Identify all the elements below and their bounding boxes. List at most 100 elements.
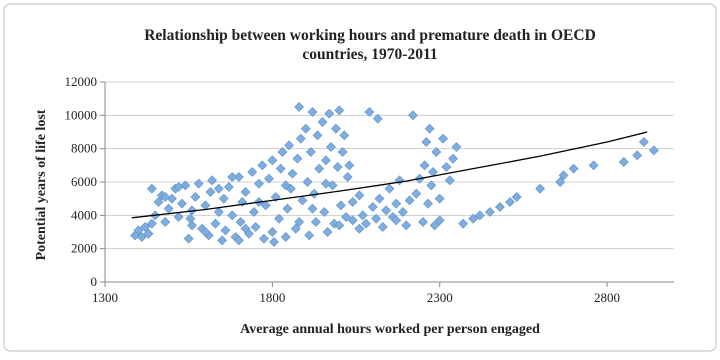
point (367, 202, 378, 212)
point (290, 223, 301, 234)
point (347, 197, 358, 207)
point (205, 187, 216, 197)
point (404, 195, 415, 206)
point (588, 160, 599, 171)
point (354, 223, 365, 234)
point (267, 155, 278, 166)
point (322, 227, 333, 237)
point (374, 193, 385, 204)
point (418, 217, 428, 227)
point (153, 197, 164, 207)
point (136, 232, 147, 242)
point (429, 220, 440, 231)
point (140, 222, 151, 232)
point (294, 217, 305, 227)
point (207, 175, 218, 186)
point (160, 217, 171, 227)
point (267, 227, 278, 237)
point (287, 168, 298, 179)
point (408, 110, 418, 121)
chart-frame (3, 3, 717, 352)
point (451, 142, 462, 152)
point (377, 222, 388, 232)
point (320, 155, 331, 166)
point (173, 212, 184, 222)
point (458, 218, 469, 229)
y-tick-label: 6000 (71, 174, 97, 189)
point (284, 140, 295, 151)
point (233, 172, 244, 182)
x-tick-label: 1800 (259, 290, 285, 305)
y-tick-label: 12000 (65, 74, 98, 89)
x-axis-label: Average annual hours worked per person e… (240, 322, 540, 337)
point (295, 133, 306, 144)
point (259, 233, 269, 244)
point (326, 142, 336, 152)
point (618, 157, 629, 167)
point (177, 198, 187, 209)
point (280, 180, 291, 191)
point (401, 220, 412, 231)
point (223, 182, 234, 192)
point (434, 193, 445, 204)
point (274, 213, 284, 224)
point (391, 198, 402, 209)
point (302, 177, 313, 187)
y-tick-label: 0 (91, 274, 98, 289)
point (336, 200, 346, 211)
y-axis-label: Potential years of life lost (34, 109, 49, 260)
point (233, 235, 244, 246)
x-tick-label: 1300 (92, 290, 118, 305)
point (307, 203, 318, 214)
point (314, 163, 325, 174)
point (300, 123, 311, 134)
x-tick-label: 2800 (594, 290, 620, 305)
point (648, 145, 659, 156)
point (309, 188, 320, 199)
point (190, 192, 201, 202)
point (424, 123, 435, 134)
point (371, 213, 382, 224)
point (264, 173, 274, 184)
point (210, 218, 221, 229)
point (324, 108, 335, 119)
point (220, 225, 231, 236)
y-tick-label: 8000 (71, 141, 97, 156)
point (448, 153, 459, 164)
point (319, 207, 330, 217)
point (160, 192, 171, 202)
point (240, 223, 251, 234)
point (638, 137, 649, 147)
point (535, 183, 546, 194)
point (180, 180, 191, 191)
x-tick-label: 2300 (427, 290, 453, 305)
point (511, 192, 522, 202)
point (444, 175, 455, 186)
point (568, 163, 579, 174)
point (292, 153, 303, 164)
y-tick-label: 2000 (71, 241, 97, 256)
point (555, 177, 566, 187)
point (474, 210, 485, 221)
trend-line (131, 131, 648, 219)
point (421, 137, 432, 147)
point (434, 215, 445, 226)
point (133, 225, 144, 236)
point (275, 163, 286, 174)
point (227, 172, 238, 182)
point (218, 193, 229, 204)
point (193, 178, 204, 189)
point (423, 198, 433, 209)
point (227, 210, 238, 221)
point (364, 107, 375, 117)
point (342, 172, 353, 182)
point (235, 217, 246, 227)
point (146, 218, 157, 229)
point (213, 183, 224, 194)
point (441, 162, 452, 172)
point (339, 130, 350, 141)
point (250, 222, 261, 232)
point (282, 203, 293, 214)
point (213, 207, 224, 217)
